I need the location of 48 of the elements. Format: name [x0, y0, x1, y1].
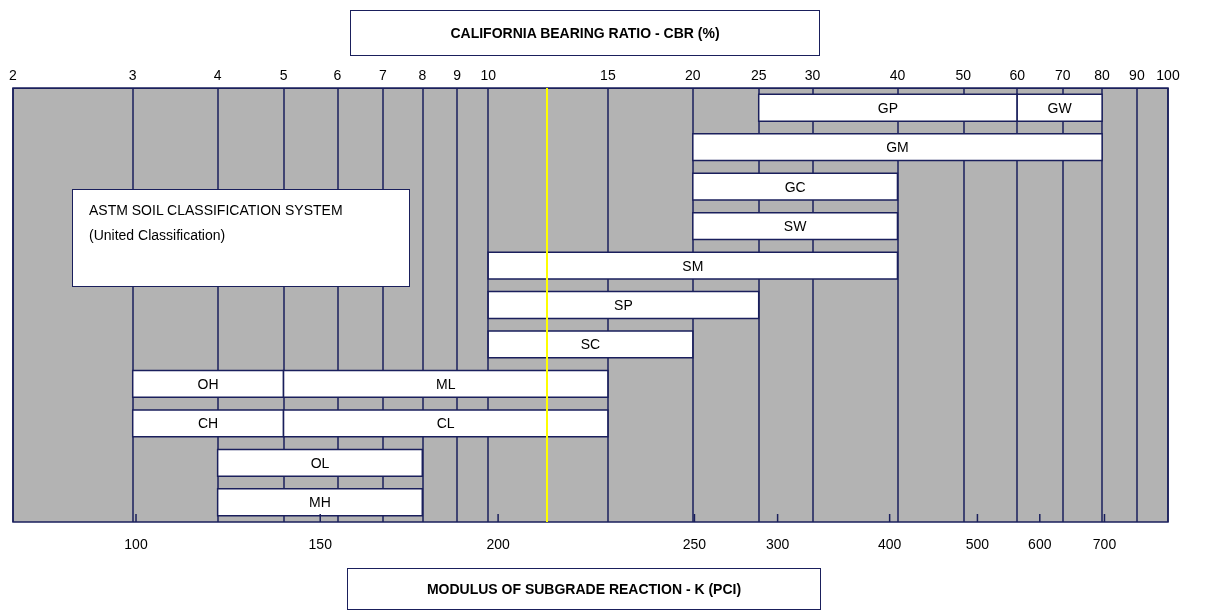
x-tick-label: 15: [600, 67, 616, 83]
x-tick-label: 100: [1156, 67, 1180, 83]
text: 700: [1092, 536, 1117, 552]
x-tick-label: 70: [1054, 67, 1071, 83]
series-label: ML: [435, 375, 456, 392]
x-tick-label: 60: [1009, 67, 1026, 83]
annotation: ASTM SOIL CLASSIFICATION SYSTEM: [89, 202, 344, 218]
text: 600: [1028, 536, 1052, 552]
series-label: SP: [614, 297, 633, 313]
series-label: GP: [877, 99, 899, 116]
x-tick-label: 20: [685, 67, 701, 83]
x-tick-label: 10: [480, 67, 497, 83]
text: 200: [486, 536, 510, 552]
x-tick-label: 50: [955, 67, 972, 83]
annotation: (United Classification): [89, 227, 227, 243]
text: 250: [682, 536, 707, 552]
series-label: MH: [309, 494, 331, 511]
x-axis-title: CALIFORNIA BEARING RATIO - CBR (%): [350, 10, 820, 56]
note-box: ASTM SOIL CLASSIFICATION SYSTEM (United Classification): [72, 189, 410, 287]
x-tick-label: 3: [128, 67, 137, 83]
series-label: OL: [310, 454, 330, 471]
x-tick-label: 80: [1094, 67, 1111, 83]
x-tick-label: 8: [418, 67, 427, 83]
series-label: CH: [198, 415, 219, 432]
series-label: GW: [1047, 99, 1073, 116]
text: 500: [965, 536, 990, 552]
series-label: SM: [682, 257, 704, 274]
series-label: OH: [197, 375, 219, 392]
x-tick-label: 30: [804, 67, 821, 83]
text: 150: [308, 536, 333, 552]
x-tick-label: 5: [279, 67, 288, 83]
x-tick-label: 90: [1129, 67, 1145, 83]
x-tick-label: 25: [750, 67, 767, 83]
x-tick-label: 6: [333, 67, 342, 83]
series-label: SC: [580, 336, 601, 353]
text: 300: [765, 536, 790, 552]
x-tick-label: 9: [453, 67, 462, 83]
x-tick-label: 40: [889, 67, 906, 83]
x2-axis-title: MODULUS OF SUBGRADE REACTION - K (PCI): [347, 568, 821, 610]
series-label: SW: [783, 218, 808, 235]
x-tick-label: 7: [378, 67, 387, 83]
x-tick-label: 4: [213, 67, 222, 83]
text: 100: [124, 536, 148, 552]
series-label: CL: [436, 415, 455, 432]
series-label: GC: [784, 178, 806, 195]
text: 400: [877, 536, 902, 552]
series-label: GM: [886, 139, 909, 156]
x-tick-label: 2: [9, 67, 18, 83]
